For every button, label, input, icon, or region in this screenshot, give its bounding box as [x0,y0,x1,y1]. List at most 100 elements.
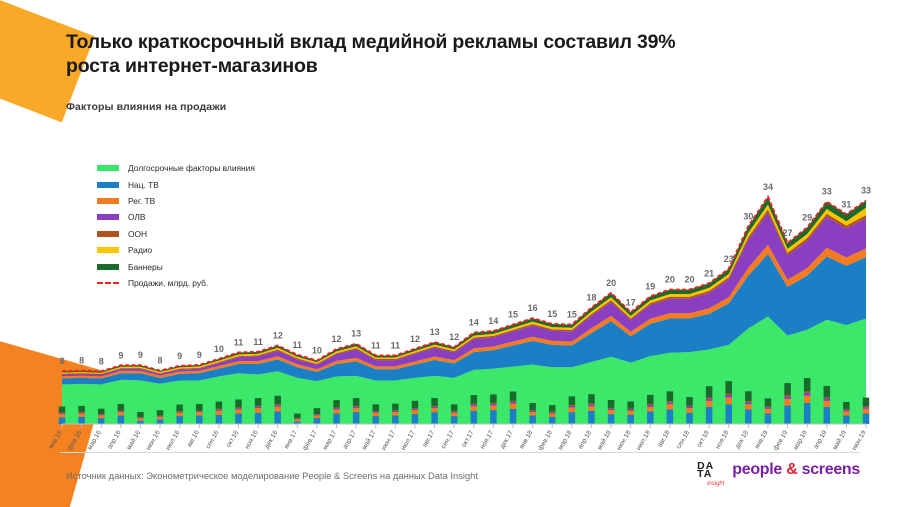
bar-segment [313,408,321,415]
bar-segment [137,411,144,418]
data-value-label: 8 [99,356,104,366]
bar-segment [862,397,870,407]
bar-segment [78,411,85,413]
data-value-label: 31 [841,199,851,209]
bar-segment [705,400,713,407]
bar-segment [725,397,732,405]
data-value-label: 33 [861,186,871,196]
x-axis-label: июл.18 [635,429,652,451]
chart-legend: Долгосрочные факторы влияния Нац. ТВ Рег. … [97,160,255,291]
data-value-label: 27 [783,228,793,238]
legend-swatch [97,197,119,204]
bar-segment [176,411,183,413]
bar-segment [607,400,615,408]
bar-segment [803,395,811,403]
bar-segment [254,405,262,407]
bar-segment [294,421,301,424]
bar-segment [294,419,301,422]
bar-segment [862,407,870,409]
x-axis-label: июн.17 [380,429,397,451]
bar-segment [352,398,360,406]
bar-segment [548,416,556,424]
legend-item[interactable]: Долгосрочные факторы влияния [97,160,255,176]
bar-segment [274,406,281,412]
x-axis-label: авг.18 [657,429,672,448]
bar-segment [745,402,752,405]
x-axis-label: окт.18 [696,429,711,448]
data-value-label: 18 [586,293,596,303]
x-axis-label: дек.17 [499,429,515,450]
bar-segment [627,414,634,424]
bar-segment [156,410,164,416]
bar-segment [137,417,144,418]
x-axis-label: авг.16 [186,429,201,448]
legend-item[interactable]: Продажи, млрд. руб. [97,275,255,291]
bar-segment [372,411,380,413]
bar-segment [862,408,870,414]
legend-label: Долгосрочные факторы влияния [128,163,255,174]
bar-segment [215,414,223,424]
bar-segment [666,401,674,403]
bar-segment [431,412,438,424]
bar-segment [764,407,772,409]
data-value-label: 20 [685,275,695,285]
bar-segment [627,401,634,409]
bar-segment [97,414,105,416]
data-value-label: 10 [214,344,224,354]
bar-segment [352,405,360,407]
bar-segment [705,397,713,399]
bar-segment [568,405,576,408]
data-value-label: 12 [332,334,342,344]
bar-segment [78,413,85,417]
x-axis-label: июн.18 [616,429,633,451]
bar-segment [156,415,164,417]
data-value-label: 16 [528,303,538,313]
bar-segment [176,411,183,412]
bar-segment [274,404,281,406]
legend-item[interactable]: Нац. ТВ [97,176,255,192]
bar-segment [843,401,850,410]
bar-segment [254,412,262,424]
x-axis-label: мар.19 [792,429,809,451]
legend-item[interactable]: OOH [97,226,255,242]
bar-segment [568,396,576,405]
bar-segment [137,420,144,424]
bar-segment [588,394,595,404]
legend-item[interactable]: ОЛВ [97,209,255,225]
bar-segment [705,406,713,424]
bar-segment [725,393,732,395]
bar-segment [548,413,556,417]
bar-segment [862,413,870,424]
legend-item[interactable]: Рег. ТВ [97,193,255,209]
area-band [62,196,866,373]
legend-item[interactable]: Баннеры [97,258,255,274]
bar-segment [764,398,772,407]
bar-segment [823,400,831,407]
bar-segment [235,413,242,424]
bar-segment [823,406,831,424]
area-band [62,204,866,374]
x-axis-label: май.16 [125,429,143,452]
bar-segment [666,391,674,402]
bar-segment [137,417,144,419]
bar-segment [529,410,536,413]
source-note: Источник данных: Эконометрическое модели… [66,470,478,481]
bar-segment [450,411,458,413]
bar-segment [215,401,223,409]
bar-segment [196,403,203,411]
x-axis-label: янв.19 [754,429,770,450]
x-axis-label: фев.18 [537,429,554,452]
bar-segment [196,415,203,424]
logo-people-text: people [732,461,787,478]
data-value-label: 9 [138,350,143,360]
legend-item[interactable]: Радио [97,242,255,258]
data-value-label: 19 [645,281,655,291]
data-insight-line2: TA [697,468,713,480]
bar-segment [313,414,321,416]
bar-segment [607,414,615,424]
bar-segment [215,410,223,415]
bar-segment [588,406,595,411]
bar-segment [803,392,811,396]
